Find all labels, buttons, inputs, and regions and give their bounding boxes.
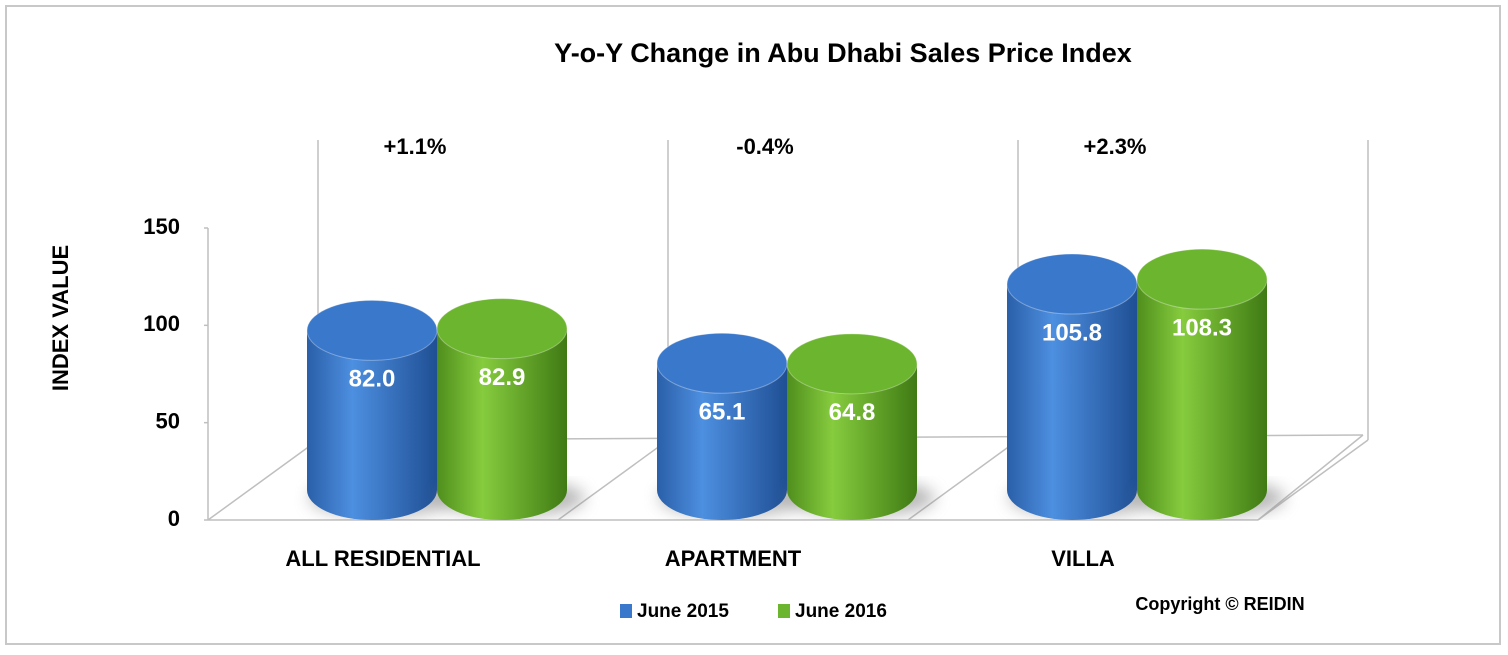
y-tick-label: 50	[156, 408, 180, 433]
y-axis-label: INDEX VALUE	[48, 245, 73, 391]
x-tick-label: VILLA	[1051, 546, 1115, 571]
legend-label: June 2016	[795, 601, 887, 622]
bar-top	[1136, 248, 1268, 310]
bar-top	[1006, 253, 1138, 315]
bar	[657, 363, 787, 520]
x-tick-label: ALL RESIDENTIAL	[285, 546, 480, 571]
value-label: 105.8	[1042, 319, 1102, 346]
floor-divider	[557, 439, 669, 521]
y-tick-label: 0	[168, 506, 180, 531]
legend-swatch	[778, 604, 790, 618]
floor-divider	[907, 439, 1019, 521]
legend-swatch	[620, 604, 632, 618]
value-label: 82.9	[479, 364, 526, 391]
bar	[1137, 279, 1267, 520]
annotation: -0.4%	[736, 134, 793, 159]
bar	[1007, 284, 1137, 520]
annotation: +1.1%	[384, 134, 447, 159]
floor-divider	[207, 439, 319, 521]
floor-divider	[1257, 439, 1369, 521]
x-tick-label: APARTMENT	[665, 546, 802, 571]
copyright: Copyright © REIDIN	[1135, 594, 1304, 614]
bar-top	[306, 299, 438, 361]
chart-title: Y-o-Y Change in Abu Dhabi Sales Price In…	[554, 38, 1132, 68]
legend-label: June 2015	[637, 601, 729, 622]
bar	[307, 330, 437, 520]
bar	[437, 328, 567, 520]
value-label: 82.0	[349, 366, 396, 393]
y-tick-label: 150	[143, 214, 180, 239]
bar	[787, 363, 917, 520]
value-label: 64.8	[829, 399, 876, 426]
bar-top	[656, 332, 788, 394]
bar-top	[436, 298, 568, 360]
bar-top	[786, 333, 918, 395]
y-tick-label: 100	[143, 311, 180, 336]
value-label: 108.3	[1172, 315, 1232, 342]
value-label: 65.1	[699, 399, 746, 426]
annotation: +2.3%	[1084, 134, 1147, 159]
